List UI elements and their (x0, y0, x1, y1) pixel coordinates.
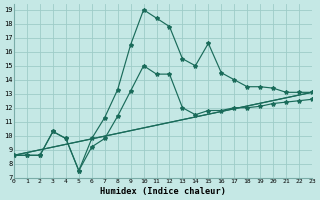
X-axis label: Humidex (Indice chaleur): Humidex (Indice chaleur) (100, 187, 226, 196)
